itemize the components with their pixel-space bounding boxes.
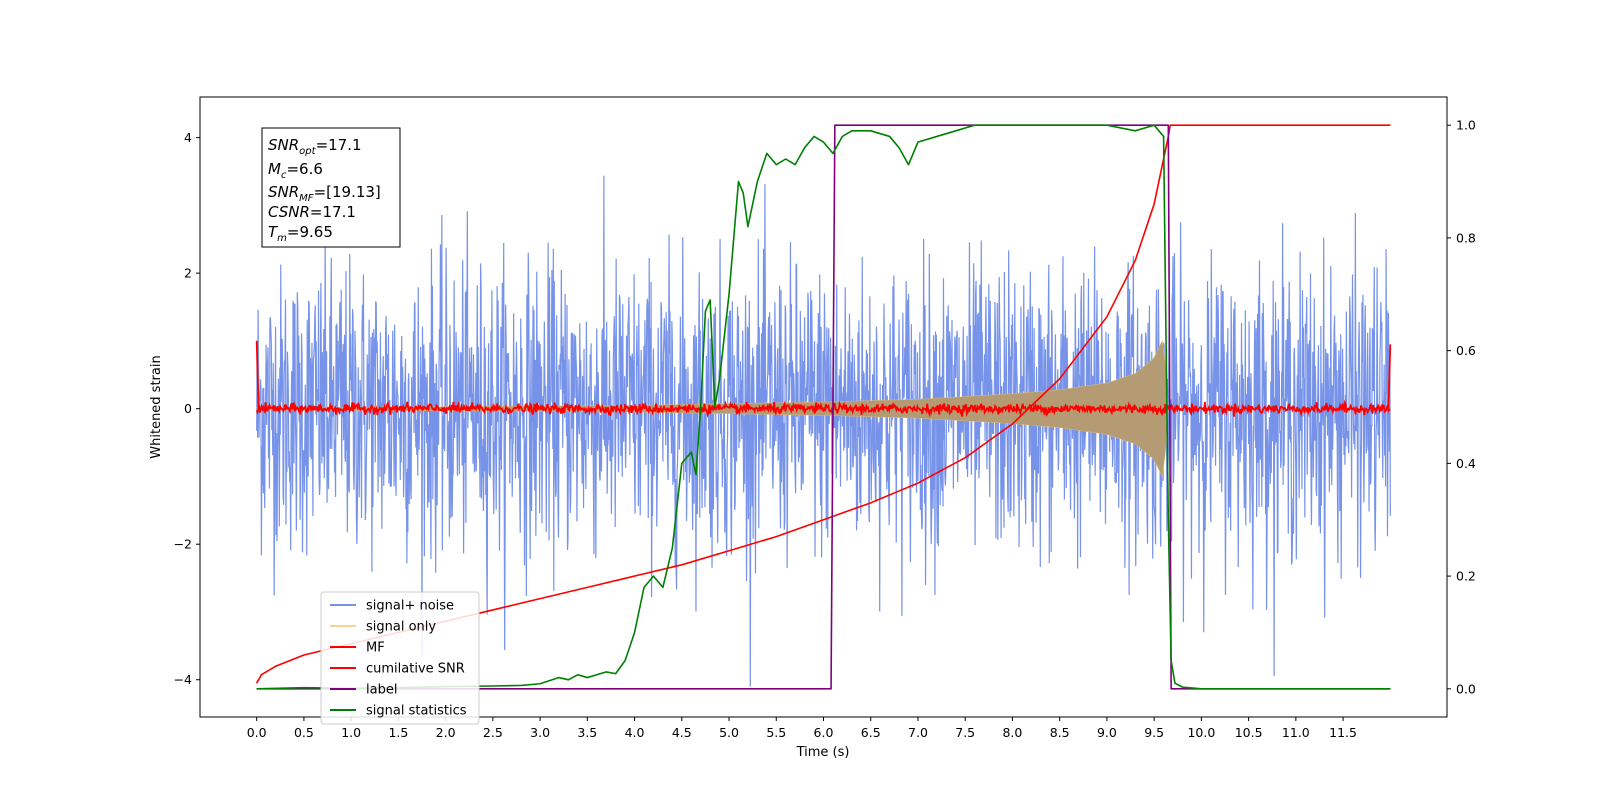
y-tick-label: 0 (184, 401, 192, 416)
x-tick-label: 10.5 (1235, 725, 1263, 740)
annotation-snr-mf: SNRMF=[19.13] (268, 183, 381, 204)
y2-tick-label: 0.8 (1456, 230, 1476, 245)
x-tick-label: 2.0 (436, 725, 456, 740)
y-axis-right: 0.0 0.2 0.4 0.6 0.8 1.0 (1447, 118, 1476, 696)
series-signal-statistics (256, 124, 1391, 690)
x-tick-label: 1.5 (388, 725, 408, 740)
y-tick-label: 2 (184, 266, 192, 281)
annotation-csnr: CSNR=17.1 (268, 203, 356, 221)
x-tick-label: 2.5 (483, 725, 503, 740)
y2-tick-label: 1.0 (1456, 118, 1476, 133)
y-axis-left: −4 −2 0 2 4 (174, 130, 200, 687)
legend-item-signal-noise: signal+ noise (366, 599, 454, 614)
x-tick-label: 6.0 (814, 725, 834, 740)
y2-tick-label: 0.2 (1456, 569, 1476, 584)
series-mf (255, 399, 1391, 419)
legend-item-label: label (366, 683, 397, 698)
series-mf-edge-start (255, 340, 260, 409)
y-tick-label: −2 (174, 537, 192, 552)
x-tick-label: 3.0 (530, 725, 550, 740)
annotation-mc: Mc=6.6 (268, 160, 323, 181)
x-axis: 0.0 0.5 1.0 1.5 2.0 2.5 3.0 3.5 4.0 4.5 5.0 5.5 6.0 6… (247, 717, 1357, 740)
y2-tick-label: 0.4 (1456, 456, 1476, 471)
x-tick-label: 5.0 (719, 725, 739, 740)
x-tick-label: 5.5 (766, 725, 786, 740)
annotation-tm: Tm=9.65 (268, 223, 333, 244)
x-tick-label: 6.5 (861, 725, 881, 740)
x-tick-label: 9.0 (1097, 725, 1117, 740)
x-tick-label: 11.0 (1282, 725, 1310, 740)
x-tick-label: 1.0 (341, 725, 361, 740)
x-tick-label: 10.0 (1187, 725, 1215, 740)
y-tick-label: −4 (174, 672, 192, 687)
annotation-snr-opt: SNRopt=17.1 (268, 136, 362, 157)
y-tick-label: 4 (184, 130, 192, 145)
legend: signal+ noise signal only MF cumilative SNR… (320, 591, 480, 725)
x-tick-label: 8.5 (1050, 725, 1070, 740)
y2-tick-label: 0.6 (1456, 343, 1476, 358)
x-tick-label: 7.0 (908, 725, 928, 740)
x-tick-label: 4.5 (672, 725, 692, 740)
y2-tick-label: 0.0 (1456, 681, 1476, 696)
legend-item-signal-only: signal only (366, 620, 436, 635)
x-axis-label: Time (s) (796, 745, 850, 760)
x-tick-label: 7.5 (955, 725, 975, 740)
legend-item-mf: MF (366, 641, 385, 656)
annotation-box: SNRopt=17.1 Mc=6.6 SNRMF=[19.13] CSNR=17… (261, 127, 401, 248)
x-tick-label: 0.5 (294, 725, 314, 740)
x-tick-label: 0.0 (247, 725, 267, 740)
x-tick-label: 11.5 (1329, 725, 1357, 740)
legend-item-cumilative-snr: cumilative SNR (366, 662, 465, 677)
series-label (256, 124, 1391, 690)
x-tick-label: 4.0 (625, 725, 645, 740)
y-axis-label: Whitened strain (149, 355, 164, 458)
series-mf-edge-end (1387, 344, 1392, 409)
legend-item-signal-statistics: signal statistics (366, 704, 467, 719)
x-tick-label: 8.0 (1002, 725, 1022, 740)
x-tick-label: 3.5 (577, 725, 597, 740)
x-tick-label: 9.5 (1144, 725, 1164, 740)
